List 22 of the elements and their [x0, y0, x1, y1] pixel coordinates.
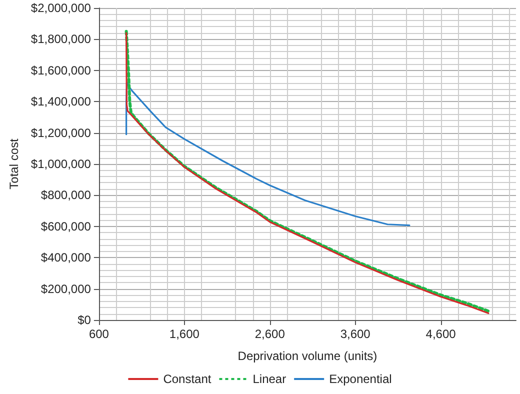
legend-label: Constant	[163, 372, 212, 386]
x-tick-label: 3,600	[340, 327, 371, 341]
line-series	[126, 82, 410, 226]
y-tick-label: $1,800,000	[30, 32, 92, 46]
y-axis-title: Total cost	[7, 138, 21, 190]
y-tick-label: $1,600,000	[30, 63, 92, 78]
x-tick-label: 4,600	[426, 327, 456, 341]
y-tick-label: $600,000	[40, 219, 92, 234]
y-tick-label: $1,200,000	[30, 126, 92, 140]
y-tick-label: $1,400,000	[30, 94, 92, 109]
x-tick-label: 1,600	[169, 327, 200, 341]
y-tick-label: $1,000,000	[30, 157, 92, 171]
y-tick-label: $0	[78, 313, 92, 327]
y-tick-label: $200,000	[40, 282, 92, 296]
x-tick-label: 2,600	[254, 327, 286, 341]
y-tick-label: $800,000	[40, 188, 92, 202]
y-tick-label: $400,000	[40, 250, 92, 265]
legend-label: Linear	[252, 372, 286, 386]
legend-label: Exponential	[329, 372, 392, 386]
y-tick-label: $2,000,000	[30, 1, 92, 15]
x-axis-title: Deprivation volume (units)	[238, 349, 378, 363]
x-tick-label: 600	[88, 327, 110, 341]
